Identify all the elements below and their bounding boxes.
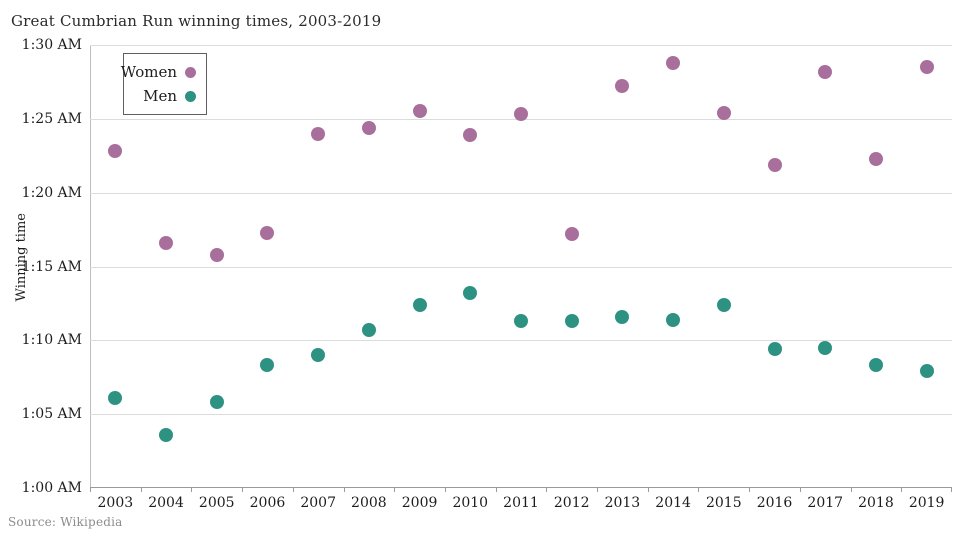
x-tick-mark bbox=[394, 488, 396, 492]
gridline bbox=[90, 192, 952, 194]
women-data-point bbox=[260, 225, 275, 240]
women-data-point bbox=[615, 79, 630, 94]
y-tick-label: 1:10 AM bbox=[21, 332, 82, 349]
women-data-point bbox=[767, 157, 782, 172]
men-data-point bbox=[209, 395, 224, 410]
gridline bbox=[90, 340, 952, 342]
x-tick-mark bbox=[90, 488, 91, 492]
men-data-point bbox=[260, 358, 275, 373]
men-data-point bbox=[514, 314, 528, 329]
men-data-point bbox=[767, 342, 782, 357]
legend-label: Women bbox=[120, 63, 177, 81]
x-axis-line bbox=[90, 487, 952, 488]
legend-item-women: Women bbox=[120, 60, 206, 84]
men-data-point bbox=[818, 340, 833, 355]
y-tick-label: 1:15 AM bbox=[21, 258, 82, 275]
y-tick-label: 1:25 AM bbox=[21, 110, 82, 127]
plot-area: Women Men 1:30 AM 1:25 AM 1:20 AM 1:15 AM 1:1… bbox=[22, 37, 952, 511]
x-tick-mark bbox=[597, 488, 599, 492]
women-data-point bbox=[868, 151, 883, 166]
x-tick-mark bbox=[799, 488, 801, 492]
women-data-point bbox=[209, 247, 224, 262]
gridline bbox=[90, 45, 952, 46]
women-data-point bbox=[666, 55, 681, 70]
women-data-point bbox=[716, 105, 731, 120]
x-tick-mark bbox=[495, 488, 497, 492]
x-tick-label: 2017 bbox=[807, 495, 844, 511]
source-label: Source: Wikipedia bbox=[8, 515, 123, 529]
women-data-point bbox=[514, 107, 528, 122]
x-tick-label: 2003 bbox=[97, 495, 134, 511]
x-tick-label: 2018 bbox=[858, 495, 894, 511]
x-tick-label: 2012 bbox=[553, 495, 590, 511]
men-data-point bbox=[463, 286, 478, 301]
women-data-point bbox=[361, 120, 376, 135]
x-tick-mark bbox=[698, 488, 700, 492]
chart-title: Great Cumbrian Run winning times, 2003-2… bbox=[11, 12, 382, 30]
men-data-point bbox=[108, 390, 123, 405]
women-data-point bbox=[159, 235, 174, 250]
x-tick-mark bbox=[749, 488, 751, 492]
men-data-point bbox=[564, 314, 579, 329]
men-data-point bbox=[361, 322, 376, 337]
legend: Women Men bbox=[120, 53, 207, 115]
x-tick-label: 2008 bbox=[351, 495, 387, 511]
gridline bbox=[90, 414, 952, 416]
x-tick-mark bbox=[850, 488, 852, 492]
y-tick-label: 1:30 AM bbox=[21, 37, 82, 53]
y-tick-label: 1:05 AM bbox=[21, 406, 82, 423]
x-tick-mark bbox=[444, 488, 446, 492]
legend-dot-icon bbox=[185, 66, 196, 78]
women-data-point bbox=[412, 104, 427, 119]
men-data-point bbox=[412, 297, 427, 312]
x-tick-label: 2019 bbox=[908, 495, 945, 511]
women-data-point bbox=[311, 126, 326, 141]
x-tick-mark bbox=[647, 488, 649, 492]
y-tick-label: 1:00 AM bbox=[21, 480, 82, 496]
women-data-point bbox=[463, 128, 478, 143]
men-data-point bbox=[919, 364, 934, 379]
x-tick-label: 2016 bbox=[756, 495, 793, 511]
women-data-point bbox=[818, 64, 833, 79]
x-tick-label: 2004 bbox=[148, 495, 184, 511]
x-tick-label: 2009 bbox=[401, 495, 438, 511]
x-tick-mark bbox=[951, 488, 952, 492]
men-data-point bbox=[159, 427, 174, 442]
x-tick-label: 2010 bbox=[452, 495, 489, 511]
x-tick-mark bbox=[140, 488, 142, 492]
x-tick-label: 2014 bbox=[655, 495, 691, 511]
women-data-point bbox=[564, 227, 579, 241]
legend-item-men: Men bbox=[124, 84, 206, 108]
x-tick-label: 2006 bbox=[249, 495, 286, 511]
x-tick-label: 2007 bbox=[300, 495, 336, 511]
women-data-point bbox=[108, 144, 123, 159]
men-data-point bbox=[666, 312, 681, 327]
x-tick-mark bbox=[292, 488, 294, 492]
x-tick-mark bbox=[546, 488, 548, 492]
legend-dot-icon bbox=[185, 90, 196, 102]
x-tick-label: 2013 bbox=[604, 495, 641, 511]
x-tick-label: 2011 bbox=[503, 495, 539, 511]
x-tick-label: 2015 bbox=[705, 495, 742, 511]
men-data-point bbox=[311, 348, 326, 363]
x-tick-mark bbox=[343, 488, 345, 492]
gridline bbox=[90, 266, 952, 268]
x-tick-mark bbox=[242, 488, 244, 492]
men-data-point bbox=[615, 309, 630, 324]
x-tick-mark bbox=[901, 488, 903, 492]
y-axis-title: Winning time bbox=[14, 213, 29, 302]
men-data-point bbox=[868, 358, 883, 373]
x-tick-label: 2005 bbox=[198, 495, 235, 511]
women-data-point bbox=[919, 60, 934, 75]
legend-label: Men bbox=[143, 87, 177, 105]
x-tick-mark bbox=[191, 488, 193, 492]
men-data-point bbox=[716, 297, 731, 312]
y-tick-label: 1:20 AM bbox=[21, 184, 82, 201]
